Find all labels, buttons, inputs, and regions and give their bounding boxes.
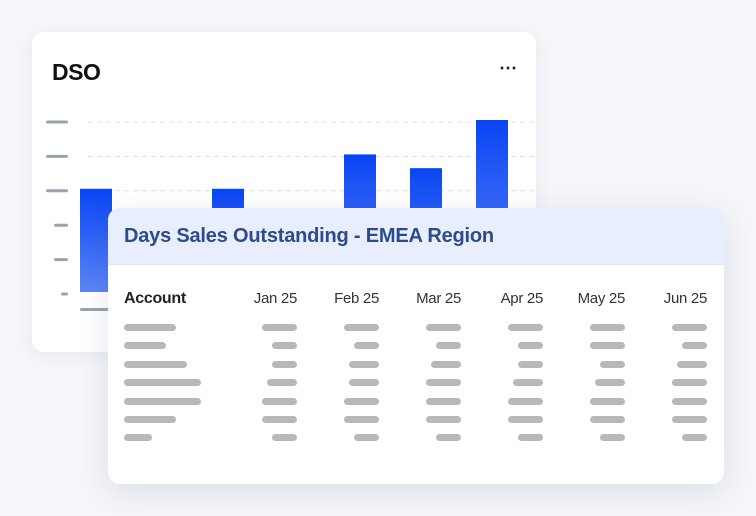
value-placeholder bbox=[508, 324, 543, 331]
column-header-month[interactable]: Feb 25 bbox=[334, 290, 379, 307]
column-header-month[interactable]: May 25 bbox=[577, 290, 626, 307]
value-placeholder bbox=[426, 397, 461, 405]
value-placeholder bbox=[672, 397, 707, 405]
value-placeholder bbox=[590, 342, 625, 350]
value-placeholder bbox=[672, 379, 707, 387]
value-placeholder bbox=[600, 360, 625, 368]
value-placeholder bbox=[262, 397, 297, 405]
account-placeholder bbox=[124, 379, 201, 387]
value-placeholder bbox=[682, 342, 707, 350]
y-tick bbox=[54, 258, 68, 262]
value-placeholder bbox=[431, 360, 461, 368]
value-placeholder bbox=[677, 360, 707, 368]
value-placeholder bbox=[262, 324, 297, 331]
value-placeholder bbox=[590, 397, 625, 405]
value-placeholder bbox=[267, 379, 297, 387]
dso-table-card: Days Sales Outstanding - EMEA Region Acc… bbox=[108, 208, 724, 484]
value-placeholder bbox=[262, 416, 297, 423]
value-placeholder bbox=[508, 397, 543, 405]
column-header-month[interactable]: Mar 25 bbox=[416, 290, 461, 307]
chart-title: DSO bbox=[52, 59, 101, 85]
value-placeholder bbox=[600, 434, 625, 442]
value-placeholder bbox=[426, 416, 461, 423]
value-placeholder bbox=[595, 379, 625, 387]
value-placeholder bbox=[508, 416, 543, 423]
value-placeholder bbox=[518, 434, 543, 442]
value-placeholder bbox=[272, 434, 297, 442]
value-placeholder bbox=[344, 324, 379, 331]
y-tick bbox=[46, 154, 68, 158]
table-title: Days Sales Outstanding - EMEA Region bbox=[124, 225, 494, 247]
value-placeholder bbox=[354, 342, 379, 350]
value-placeholder bbox=[436, 342, 461, 350]
value-placeholder bbox=[518, 342, 543, 350]
column-header-month[interactable]: Apr 25 bbox=[500, 290, 544, 307]
value-placeholder bbox=[672, 324, 707, 331]
account-placeholder bbox=[124, 397, 201, 405]
value-placeholder bbox=[682, 434, 707, 442]
value-placeholder bbox=[354, 434, 379, 442]
account-placeholder bbox=[124, 434, 152, 442]
value-placeholder bbox=[426, 379, 461, 387]
value-placeholder bbox=[436, 434, 461, 442]
more-options-icon[interactable]: ⋯ bbox=[499, 58, 518, 78]
value-placeholder bbox=[513, 379, 543, 387]
column-header-month[interactable]: Jun 25 bbox=[663, 290, 708, 307]
column-header-month[interactable]: Jan 25 bbox=[253, 290, 298, 307]
value-placeholder bbox=[672, 416, 707, 423]
value-placeholder bbox=[590, 416, 625, 423]
value-placeholder bbox=[590, 324, 625, 331]
account-placeholder bbox=[124, 360, 187, 368]
account-placeholder bbox=[124, 342, 166, 350]
value-placeholder bbox=[344, 416, 379, 423]
table-header-band: Days Sales Outstanding - EMEA Region bbox=[108, 208, 724, 265]
y-tick bbox=[61, 292, 68, 296]
value-placeholder bbox=[426, 324, 461, 331]
value-placeholder bbox=[272, 342, 297, 350]
value-placeholder bbox=[272, 360, 297, 368]
account-placeholder bbox=[124, 416, 176, 423]
column-header-account[interactable]: Account bbox=[124, 290, 186, 307]
account-placeholder bbox=[124, 324, 176, 331]
value-placeholder bbox=[349, 379, 379, 387]
value-placeholder bbox=[349, 360, 379, 368]
y-tick bbox=[46, 120, 68, 124]
value-placeholder bbox=[518, 360, 543, 368]
value-placeholder bbox=[344, 397, 379, 405]
y-tick bbox=[46, 189, 68, 193]
bar bbox=[80, 188, 112, 292]
y-tick bbox=[54, 223, 68, 227]
